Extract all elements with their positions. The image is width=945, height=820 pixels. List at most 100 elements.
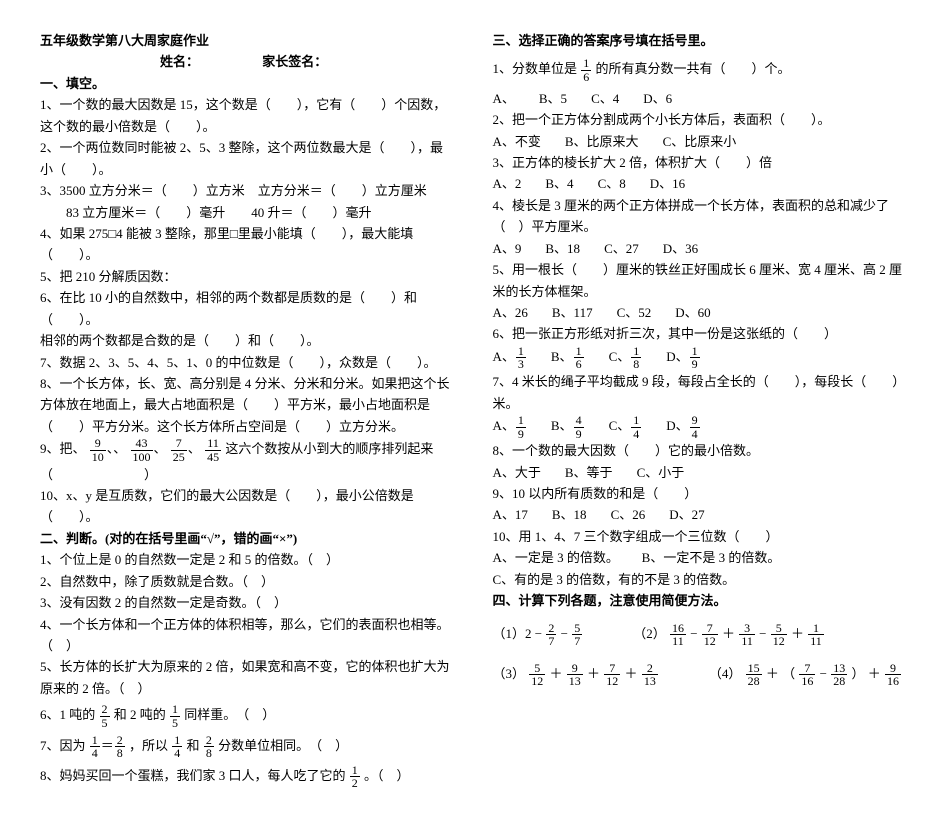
q3-2-opts: A、不变 B、比原来大 C、比原来小 — [493, 131, 906, 152]
q2-6-mid: 和 2 吨的 — [114, 707, 166, 722]
opt-a: A、17 — [493, 504, 528, 525]
frac-2-8b: 28 — [204, 734, 214, 760]
q1-9-blank: （ ） — [40, 464, 453, 485]
q3-1: 1、分数单位是 16 的所有真分数一共有（ ）个。 — [493, 57, 906, 83]
q1-1: 1、一个数的最大因数是 15，这个数是（ ），它有（ ）个因数，这个数的最小倍数… — [40, 94, 453, 137]
opt-a: A、13 — [493, 345, 527, 371]
q3-4: 4、棱长是 3 厘米的两个正方体拼成一个长方体，表面积的总和减少了（ ）平方厘米… — [493, 195, 906, 238]
q1-9-pre: 9、把、 — [40, 441, 86, 456]
q3-7-opts: A、19 B、49 C、14 D、94 — [493, 414, 906, 440]
q1-7: 7、数据 2、3、5、4、5、1、0 的中位数是（ ），众数是（ ）。 — [40, 352, 453, 373]
q1-9-tail: 这六个数按从小到大的顺序排列起来 — [225, 441, 433, 456]
opt-a: A、2 — [493, 173, 522, 194]
opt-a: A、19 — [493, 414, 527, 440]
frac-9-10: 910 — [90, 437, 106, 463]
frac-2-8: 28 — [115, 734, 125, 760]
q1-10: 10、x、y 是互质数，它们的最大公因数是（ ），最小公倍数是（ ）。 — [40, 485, 453, 528]
opt-d: D、6 — [643, 88, 672, 109]
opt-b: B、比原来大 — [565, 131, 639, 152]
eq-2: （2） 1611 − 712 ＋ 311 − 512 ＋ 111 — [633, 622, 825, 648]
opt-b: B、49 — [551, 414, 585, 440]
section-2-heading: 二、判断。(对的在括号里画“√”，错的画“×”) — [40, 528, 453, 549]
q2-7-tail: 分数单位相同。 （ ） — [218, 738, 348, 753]
q2-4: 4、一个长方体和一个正方体的体积相等，那么，它们的表面积也相等。（ ） — [40, 614, 453, 657]
opt-a: A、9 — [493, 238, 522, 259]
frac-7-25: 725 — [171, 437, 187, 463]
q3-3-opts: A、2 B、4 C、8 D、16 — [493, 173, 906, 194]
q3-7: 7、4 米长的绳子平均截成 9 段，每段占全长的（ ），每段长（ ）米。 — [493, 371, 906, 414]
opt-a: A、 — [493, 88, 515, 109]
q2-1: 1、个位上是 0 的自然数一定是 2 和 5 的倍数。（ ） — [40, 549, 453, 570]
q2-6-tail: 同样重。 （ ） — [184, 707, 275, 722]
opt-b: B、18 — [545, 238, 580, 259]
q1-4: 4、如果 275□4 能被 3 整除，那里□里最小能填（ ），最大能填（ ）。 — [40, 223, 453, 266]
q2-7-mid2: 和 — [187, 738, 200, 753]
opt-b: B、16 — [551, 345, 585, 371]
opt-b: B、117 — [552, 302, 593, 323]
q3-6: 6、把一张正方形纸对折三次，其中一份是这张纸的（ ） — [493, 323, 906, 344]
opt-c: C、26 — [611, 504, 646, 525]
opt-b: B、一定不是 3 的倍数。 — [642, 550, 781, 565]
opt-a: A、一定是 3 的倍数。 — [493, 550, 613, 565]
opt-a: A、不变 — [493, 131, 541, 152]
signature-row: 姓名： 家长签名： — [40, 51, 453, 72]
q3-8-opts: A、大于 B、等于 C、小于 — [493, 462, 906, 483]
frac-11-45: 1145 — [205, 437, 221, 463]
eq-row-2: （3） 512 ＋ 913 ＋ 712 ＋ 213 （4） 1528 ＋ （ 7… — [493, 662, 906, 688]
frac-43-100: 43100 — [131, 437, 153, 463]
q2-8-tail: 。（ ） — [364, 768, 410, 783]
opt-c: C、4 — [591, 88, 619, 109]
opt-b: B、18 — [552, 504, 587, 525]
q2-7: 7、因为 14＝28 ，所以 14 和 28 分数单位相同。 （ ） — [40, 734, 453, 760]
opt-b: B、5 — [539, 88, 567, 109]
q3-9: 9、10 以内所有质数的和是（ ） — [493, 483, 906, 504]
opt-d: D、19 — [666, 345, 700, 371]
frac-1-2: 12 — [350, 764, 360, 790]
opt-b: B、等于 — [565, 462, 613, 483]
q2-6: 6、1 吨的 25 和 2 吨的 15 同样重。 （ ） — [40, 703, 453, 729]
q3-10-opt-ab: A、一定是 3 的倍数。 B、一定不是 3 的倍数。 — [493, 547, 906, 568]
q3-10: 10、用 1、4、7 三个数字组成一个三位数（ ） — [493, 526, 906, 547]
doc-title: 五年级数学第八大周家庭作业 — [40, 30, 453, 51]
frac-1-5: 15 — [170, 703, 180, 729]
q2-8: 8、妈妈买回一个蛋糕，我们家 3 口人，每人吃了它的 12 。（ ） — [40, 764, 453, 790]
q1-5: 5、把 210 分解质因数： — [40, 266, 453, 287]
opt-c: C、8 — [598, 173, 626, 194]
q1-8: 8、一个长方体，长、宽、高分别是 4 分米、分米和分米。如果把这个长方体放在地面… — [40, 373, 453, 437]
q3-5-opts: A、26 B、117 C、52 D、60 — [493, 302, 906, 323]
section-4-heading: 四、计算下列各题，注意使用简便方法。 — [493, 590, 906, 611]
q2-7-mid: ，所以 — [129, 738, 168, 753]
q2-3: 3、没有因数 2 的自然数一定是奇数。（ ） — [40, 592, 453, 613]
frac-1-6: 16 — [581, 57, 591, 83]
q2-2: 2、自然数中，除了质数就是合数。（ ） — [40, 571, 453, 592]
opt-c: C、14 — [609, 414, 643, 440]
eq-1: （1）2 − 27 − 57 — [493, 622, 584, 648]
q3-10-opt-c: C、有的是 3 的倍数，有的不是 3 的倍数。 — [493, 569, 906, 590]
q3-2: 2、把一个正方体分割成两个小长方体后，表面积（ ）。 — [493, 109, 906, 130]
opt-d: D、16 — [650, 173, 685, 194]
q3-1-tail: 的所有真分数一共有（ ）个。 — [596, 62, 791, 77]
q3-9-opts: A、17 B、18 C、26 D、27 — [493, 504, 906, 525]
q3-1-pre: 1、分数单位是 — [493, 62, 578, 77]
q1-6a: 6、在比 10 小的自然数中，相邻的两个数都是质数的是（ ）和（ ）。 — [40, 287, 453, 330]
opt-d: D、27 — [669, 504, 704, 525]
opt-c: C、小于 — [637, 462, 685, 483]
frac-1-4b: 14 — [172, 734, 182, 760]
q1-3a: 3、3500 立方分米＝（ ）立方米 立方分米＝（ ）立方厘米 — [40, 180, 453, 201]
opt-d: D、36 — [663, 238, 698, 259]
opt-b: B、4 — [545, 173, 573, 194]
worksheet-page: 五年级数学第八大周家庭作业 姓名： 家长签名： 一、填空。 1、一个数的最大因数… — [0, 0, 945, 820]
q3-4-opts: A、9 B、18 C、27 D、36 — [493, 238, 906, 259]
q2-6-pre: 6、1 吨的 — [40, 707, 95, 722]
q1-9: 9、把、 910、、 43100、 725、 1145 这六个数按从小到大的顺序… — [40, 437, 453, 463]
parent-sign-label: 家长签名： — [262, 54, 327, 69]
opt-a: A、26 — [493, 302, 528, 323]
right-column: 三、选择正确的答案序号填在括号里。 1、分数单位是 16 的所有真分数一共有（ … — [493, 30, 906, 790]
q3-5: 5、用一根长（ ）厘米的铁丝正好围成长 6 厘米、宽 4 厘米、高 2 厘米的长… — [493, 259, 906, 302]
opt-c: C、27 — [604, 238, 639, 259]
q3-3: 3、正方体的棱长扩大 2 倍，体积扩大（ ）倍 — [493, 152, 906, 173]
opt-c: C、比原来小 — [663, 131, 737, 152]
frac-2-5: 25 — [100, 703, 110, 729]
eq-3: （3） 512 ＋ 913 ＋ 712 ＋ 213 — [493, 662, 659, 688]
eq-4: （4） 1528 ＋ （ 716 − 1328 ） ＋ 916 — [709, 662, 902, 688]
